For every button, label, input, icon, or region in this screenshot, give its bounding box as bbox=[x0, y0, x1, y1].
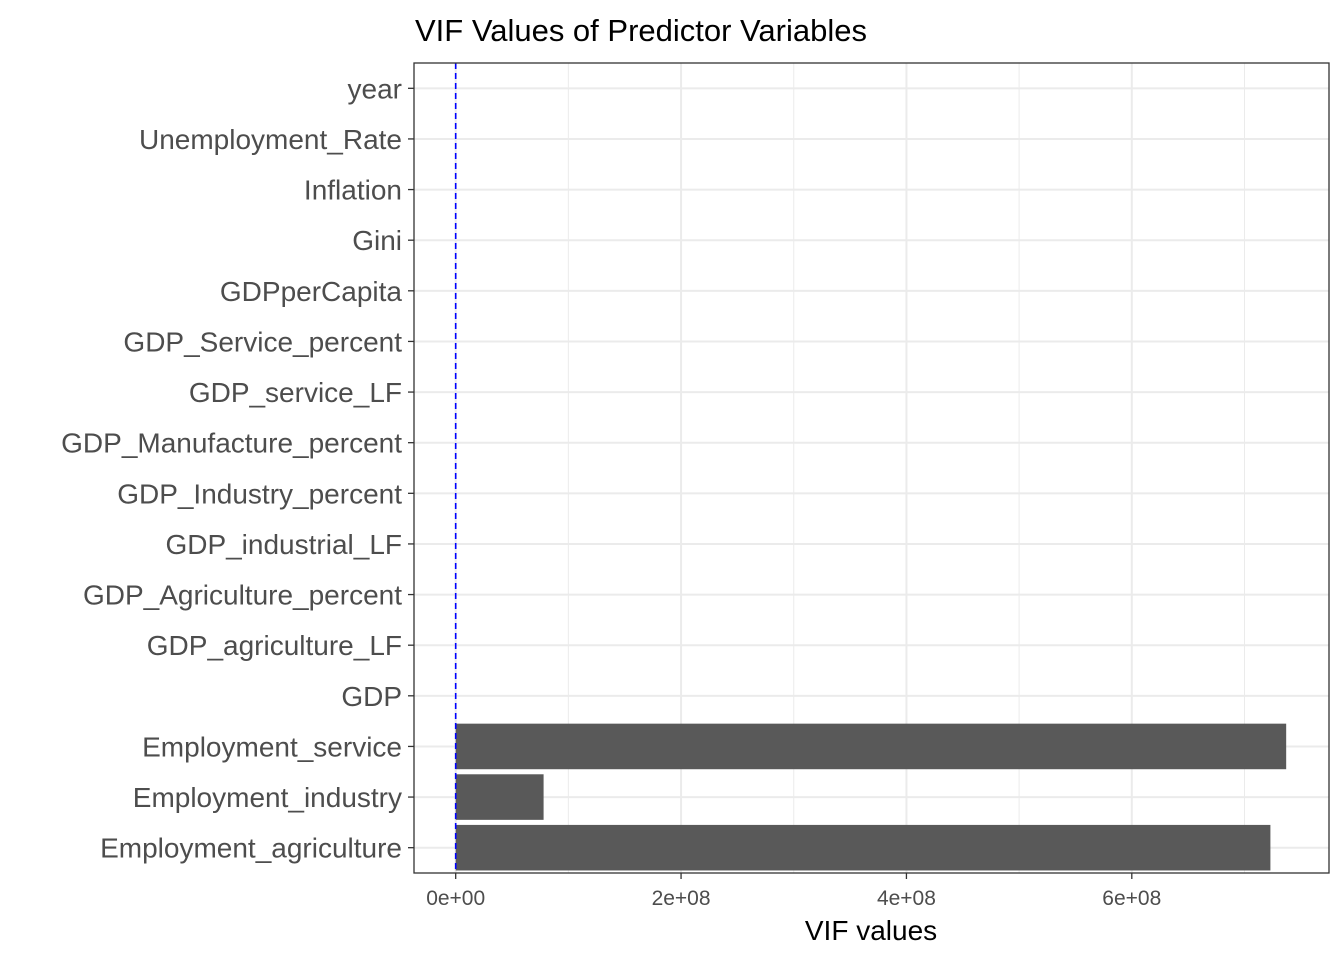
bar-employment-industry bbox=[455, 774, 544, 820]
y-tick-label: Employment_service bbox=[142, 731, 402, 762]
y-tick-label: GDP bbox=[341, 681, 402, 712]
y-tick-label: GDPperCapita bbox=[220, 276, 403, 307]
y-tick-label: Gini bbox=[352, 225, 402, 256]
x-axis-title: VIF values bbox=[805, 915, 937, 946]
y-tick-label: Unemployment_Rate bbox=[139, 124, 402, 155]
y-tick-label: GDP_Service_percent bbox=[123, 326, 402, 357]
bars bbox=[455, 723, 1287, 871]
bar-employment-agriculture bbox=[455, 824, 1271, 871]
chart-title: VIF Values of Predictor Variables bbox=[415, 13, 867, 48]
y-tick-label: Inflation bbox=[304, 175, 402, 206]
x-tick-label: 0e+00 bbox=[426, 887, 485, 910]
panel-border bbox=[413, 62, 1330, 874]
bar-employment-service bbox=[455, 723, 1287, 770]
y-tick-label: GDP_industrial_LF bbox=[165, 529, 402, 560]
x-axis: 0e+00 2e+08 4e+08 6e+08 bbox=[426, 873, 1161, 910]
y-tick-label: GDP_Agriculture_percent bbox=[83, 580, 402, 611]
y-axis: Employment_agriculture Employment_industr… bbox=[61, 73, 414, 864]
x-tick-label: 4e+08 bbox=[877, 887, 936, 910]
y-tick-label: year bbox=[348, 73, 402, 104]
x-tick-label: 6e+08 bbox=[1102, 887, 1161, 910]
y-tick-label: GDP_Manufacture_percent bbox=[61, 428, 402, 459]
y-tick-label: GDP_agriculture_LF bbox=[147, 630, 402, 661]
y-tick-label: GDP_service_LF bbox=[189, 377, 402, 408]
x-tick-label: 2e+08 bbox=[652, 887, 711, 910]
y-tick-label: GDP_Industry_percent bbox=[117, 478, 402, 509]
y-tick-label: Employment_industry bbox=[133, 782, 402, 813]
y-tick-label: Employment_agriculture bbox=[100, 833, 402, 864]
